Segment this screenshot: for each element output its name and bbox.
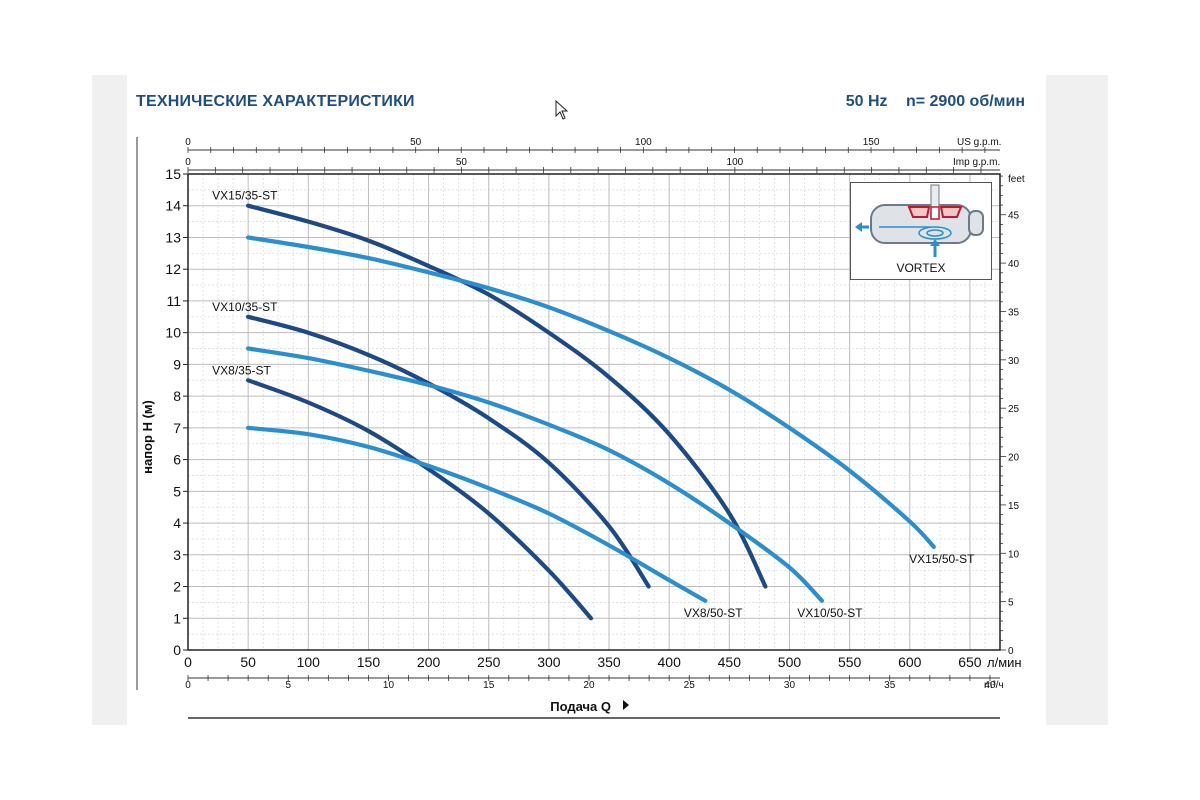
y-tick-label: 2 [173,579,181,595]
x-tick-label: 650 [958,654,982,670]
chart-spec: 50 Hz n= 2900 об/мин [832,93,1025,111]
feet-tick-label: 5 [1008,598,1014,609]
right-margin-panel [1046,75,1108,725]
imp-gpm-unit-label: Imp g.p.m. [953,157,1000,168]
x-tick-label: 200 [417,654,441,670]
m3h-tick-label: 10 [383,680,395,691]
feet-tick-label: 35 [1008,307,1020,318]
x-tick-label: 500 [778,654,802,670]
curve-vx10-35-st [246,314,651,589]
curve-vx10-50-st [246,346,825,603]
m3h-tick-label: 0 [185,680,191,691]
series-label: VX8/50-ST [684,606,743,620]
curve-vx8-50-st [246,425,708,603]
y-tick-label: 6 [173,452,181,468]
imp-gpm-tick-label: 0 [185,157,191,168]
feet-tick-label: 45 [1008,211,1020,222]
imp-gpm-tick-label: 50 [456,157,468,168]
m3h-tick-label: 40 [984,680,996,691]
x-axis-label: Подача Q [550,699,611,714]
m3h-tick-label: 35 [884,680,896,691]
feet-tick-label: 40 [1008,259,1020,270]
y-tick-label: 4 [173,515,181,531]
vortex-pump-diagram-icon [855,184,984,257]
y-tick-label: 13 [165,229,181,245]
feet-tick-label: 10 [1008,549,1020,560]
series-label: VX8/35-ST [212,363,271,377]
us-gpm-tick-label: 100 [635,137,652,148]
x-axis-arrow-icon [623,700,629,710]
y-tick-label: 14 [165,198,181,214]
us-gpm-tick-label: 150 [863,137,880,148]
y-tick-label: 0 [173,642,181,658]
x-tick-label: 50 [240,654,256,670]
series-label: VX10/35-ST [212,300,278,314]
x-tick-label: 150 [357,654,381,670]
speed-label: n= 2900 об/мин [905,93,1025,110]
x-tick-label: 0 [184,654,192,670]
chart-title: ТЕХНИЧЕСКИЕ ХАРАКТЕРИСТИКИ [136,93,415,110]
x-unit-label: л/мин [987,655,1022,670]
mouse-cursor-icon [555,100,569,120]
y-tick-label: 12 [165,261,181,277]
vortex-label: VORTEX [896,261,946,275]
feet-tick-label: 0 [1008,646,1014,657]
us-gpm-tick-label: 50 [410,137,422,148]
series-label: VX10/50-ST [797,606,863,620]
m3h-unit-label: m³/ч [984,680,1004,691]
feet-tick-label: 25 [1008,404,1020,415]
feet-tick-label: 15 [1008,501,1020,512]
plot-frame [187,173,1001,651]
y-tick-label: 8 [173,388,181,404]
x-tick-label: 600 [898,654,922,670]
feet-tick-label: 30 [1008,356,1020,367]
feet-tick-label: 20 [1008,453,1020,464]
left-margin-panel [92,75,127,725]
x-tick-label: 400 [658,654,682,670]
feet-unit-label: feet [1008,174,1025,185]
m3h-tick-label: 5 [285,680,291,691]
series-label: VX15/35-ST [212,189,278,203]
imp-gpm-tick-label: 100 [727,157,744,168]
y-tick-label: 1 [173,610,181,626]
vortex-inset: VORTEX [850,182,992,280]
m3h-tick-label: 25 [684,680,696,691]
x-tick-label: 550 [838,654,862,670]
curve-vx15-35-st [246,203,768,589]
x-tick-label: 250 [477,654,501,670]
m3h-tick-label: 15 [483,680,495,691]
us-gpm-unit-label: US g.p.m. [957,137,1001,148]
y-tick-label: 9 [173,356,181,372]
x-tick-label: 100 [297,654,321,670]
m3h-tick-label: 30 [784,680,796,691]
y-tick-label: 15 [165,166,181,182]
y-tick-label: 7 [173,420,181,436]
frequency-label: 50 Hz [845,93,888,110]
curve-vx8-35-st [246,378,594,621]
us-gpm-tick-label: 0 [185,137,191,148]
y-tick-label: 3 [173,547,181,563]
y-tick-label: 10 [165,325,181,341]
y-tick-label: 11 [166,293,181,309]
y-axis-label: напор H (м) [140,400,155,474]
y-tick-label: 5 [173,483,181,499]
series-label: VX15/50-ST [909,552,975,566]
x-tick-label: 350 [597,654,621,670]
x-tick-label: 450 [718,654,742,670]
m3h-tick-label: 20 [583,680,595,691]
x-tick-label: 300 [537,654,561,670]
curve-vx15-50-st [246,235,936,549]
